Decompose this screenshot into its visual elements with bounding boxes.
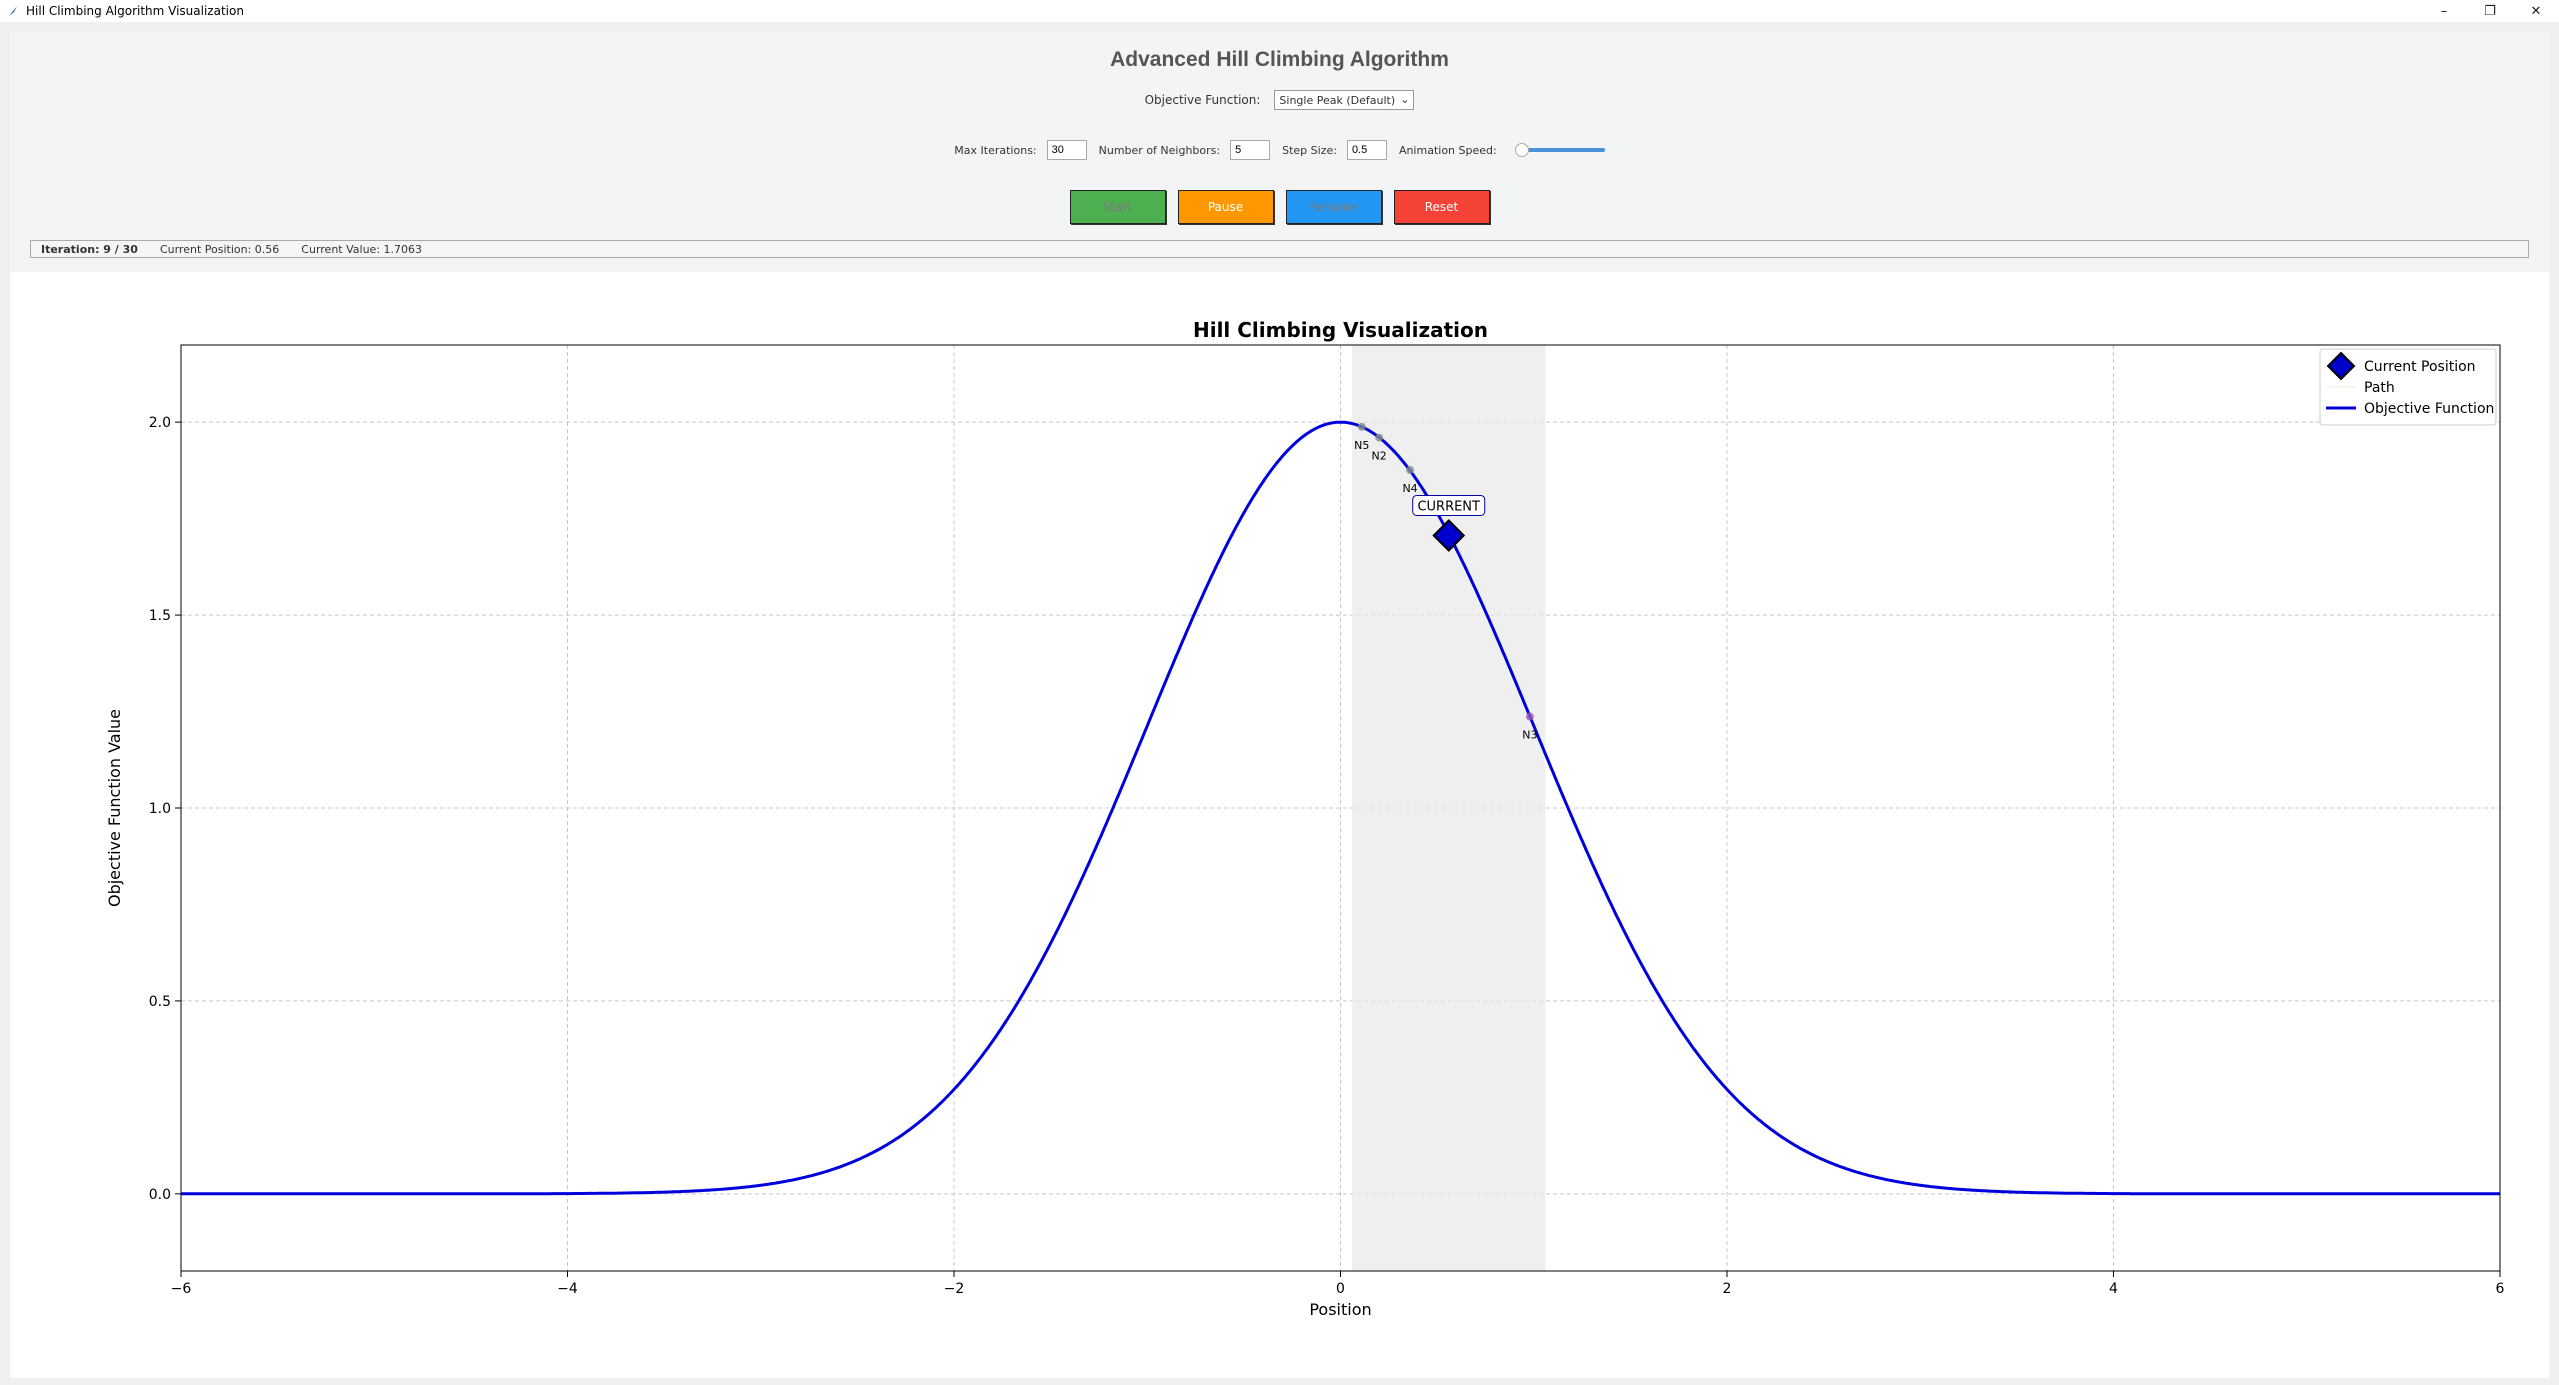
reset-button[interactable]: Reset	[1393, 190, 1490, 224]
step-size-input[interactable]	[1346, 140, 1387, 160]
restore-button[interactable]: ❐	[2484, 3, 2496, 19]
close-button[interactable]: ✕	[2530, 3, 2542, 19]
max-iterations-input[interactable]	[1046, 140, 1087, 160]
plot-area: N5 N2 N4 N3 CURRENT −6 −4 −2 0 2 4 6 0.0 0.5 1.0 1.5 2.…	[10, 272, 2549, 1378]
objective-select-value: Single Peak (Default)	[1279, 93, 1396, 107]
feather-icon	[6, 4, 20, 18]
start-button[interactable]: Start	[1069, 190, 1166, 224]
legend-entry: Objective Function	[2364, 401, 2494, 417]
x-tick-label: −2	[944, 1281, 965, 1297]
parameters-row: Max Iterations: Number of Neighbors: Ste…	[10, 140, 2549, 160]
y-axis-label: Objective Function Value	[105, 709, 124, 907]
x-tick-label: 2	[1723, 1281, 1732, 1297]
chart-title: Hill Climbing Visualization	[1193, 318, 1488, 342]
max-iterations-label: Max Iterations:	[954, 143, 1037, 157]
current-label: CURRENT	[1417, 499, 1480, 514]
current-position-marker	[1432, 519, 1466, 552]
y-tick-label: 2.0	[149, 415, 171, 431]
neighbor-label: N3	[1522, 729, 1537, 742]
neighbor-label: N5	[1354, 439, 1369, 452]
window-controls: – ❐ ✕	[2421, 0, 2559, 22]
objective-function-line	[181, 420, 2500, 1196]
pause-button[interactable]: Pause	[1177, 190, 1274, 224]
x-tick-label: 0	[1336, 1281, 1345, 1297]
search-range-band	[1352, 345, 1546, 1271]
animation-speed-label: Animation Speed:	[1398, 143, 1497, 157]
resume-button[interactable]: Resume	[1285, 190, 1382, 224]
slider-thumb[interactable]	[1514, 143, 1529, 157]
objective-row: Objective Function: Single Peak (Default…	[10, 90, 2549, 110]
x-tick-label: −6	[171, 1281, 192, 1297]
position-status: Current Position: 0.56	[159, 242, 280, 256]
legend-entry: Path	[2364, 380, 2395, 396]
legend-box	[2319, 348, 2497, 426]
slider-track	[1520, 148, 1605, 152]
neighbor-point	[1375, 433, 1384, 442]
neighbor-label: N2	[1372, 450, 1387, 463]
animation-speed-slider[interactable]	[1514, 140, 1605, 160]
control-panel: Advanced Hill Climbing Algorithm Objecti…	[10, 32, 2549, 272]
value-status: Current Value: 1.7063	[301, 242, 423, 256]
objective-select[interactable]: Single Peak (Default) ⌄	[1274, 90, 1415, 110]
x-tick-label: −4	[557, 1281, 578, 1297]
neighbor-point	[1357, 422, 1366, 431]
y-tick-label: 1.0	[149, 801, 171, 817]
neighbors-label: Number of Neighbors:	[1098, 143, 1221, 157]
neighbor-label: N4	[1402, 482, 1417, 495]
title-bar: Hill Climbing Algorithm Visualization – …	[0, 0, 2559, 22]
legend-diamond-icon	[2326, 351, 2356, 381]
legend-entry: Current Position	[2364, 359, 2476, 375]
y-tick-label: 1.5	[149, 608, 171, 624]
x-tick-label: 6	[2496, 1281, 2505, 1297]
button-row: Start Pause Resume Reset	[10, 190, 2549, 224]
app-title: Advanced Hill Climbing Algorithm	[1110, 48, 1449, 71]
chart-legend: Current Position Path Objective Function	[2319, 348, 2497, 426]
window-title: Hill Climbing Algorithm Visualization	[26, 4, 244, 18]
x-tick-label: 4	[2109, 1281, 2118, 1297]
chevron-down-icon: ⌄	[1400, 93, 1410, 106]
status-bar: Iteration: 9 / 30 Current Position: 0.56…	[30, 240, 2529, 258]
y-tick-label: 0.5	[149, 994, 171, 1010]
x-axis-label: Position	[1309, 1300, 1371, 1319]
neighbors-input[interactable]	[1230, 140, 1271, 160]
iteration-status: Iteration: 9 / 30	[41, 242, 138, 256]
neighbor-point	[1406, 466, 1415, 475]
current-label-box	[1412, 494, 1486, 516]
minimize-button[interactable]: –	[2440, 3, 2448, 19]
objective-label: Objective Function:	[1144, 93, 1261, 107]
y-tick-label: 0.0	[149, 1187, 171, 1203]
neighbor-point	[1525, 712, 1534, 721]
step-size-label: Step Size:	[1282, 143, 1337, 157]
